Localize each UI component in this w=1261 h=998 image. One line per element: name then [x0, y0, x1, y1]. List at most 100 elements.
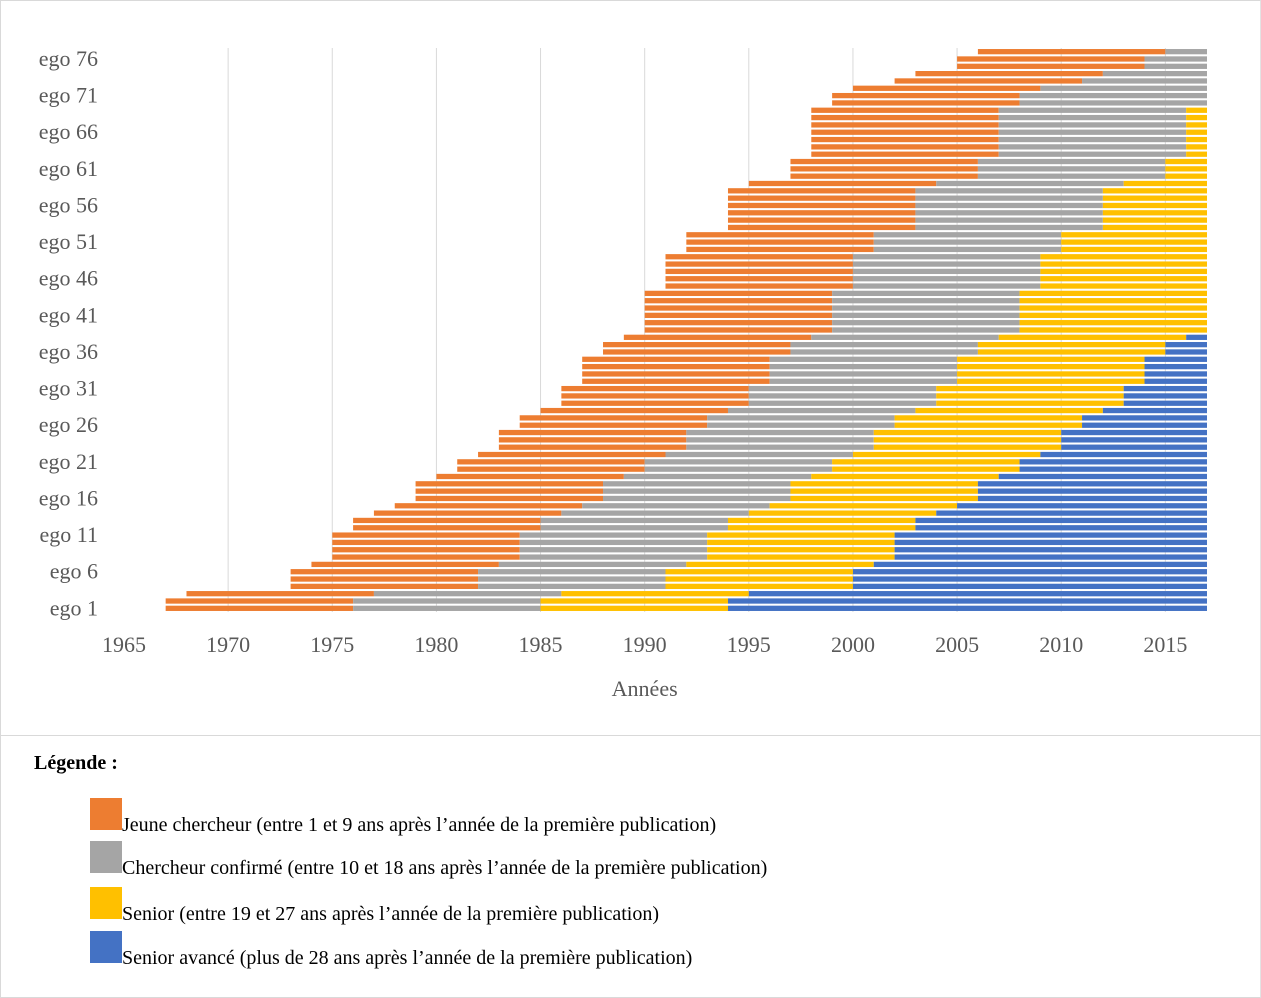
bar-segment-confirme [478, 569, 666, 575]
bar-segment-avance [998, 473, 1207, 480]
bar-segment-avance [748, 591, 1207, 597]
bar-segment-jeune [290, 569, 479, 575]
bar-segment-confirme [977, 173, 1166, 179]
bar-segment-confirme [915, 224, 1103, 231]
bar-segment-jeune [644, 320, 833, 326]
bar-segment-confirme [519, 547, 708, 553]
bar-segment-jeune [290, 576, 479, 582]
bar-segment-confirme [769, 363, 958, 370]
bar-segment-confirme [977, 158, 1166, 165]
bar-segment-jeune [727, 210, 916, 216]
bar-segment-avance [1165, 342, 1207, 348]
bar-segment-avance [1144, 371, 1207, 377]
bar-segment-senior [832, 459, 1020, 465]
bar-segment-jeune [832, 100, 1020, 106]
bar-segment-jeune [811, 114, 999, 121]
bar-segment-senior [894, 422, 1083, 428]
bar-segment-avance [1102, 407, 1207, 414]
bar-segment-jeune [165, 605, 354, 611]
bar-segment-confirme [852, 283, 1041, 289]
bar-segment-confirme [915, 217, 1103, 223]
bar-segment-senior [873, 444, 1062, 450]
bar-segment-senior [936, 393, 1124, 399]
bar-segment-avance [915, 525, 1207, 531]
bar-segment-jeune [332, 539, 520, 546]
bar-segment-senior [1102, 202, 1207, 209]
bar-segment-avance [1144, 378, 1207, 384]
bar-segment-jeune [852, 85, 1041, 91]
legend-label: Chercheur confirmé (entre 10 et 18 ans a… [122, 857, 768, 879]
bar-segment-avance [894, 554, 1207, 560]
bar-segment-senior [957, 356, 1145, 362]
bar-segment-senior [1186, 122, 1207, 128]
legend-item: Senior avancé (plus de 28 ans après l’an… [90, 931, 1190, 971]
bar-segment-confirme [561, 510, 749, 516]
y-tick-label: ego 66 [39, 119, 98, 144]
bar-segment-confirme [686, 437, 874, 443]
bar-segment-jeune [415, 495, 604, 502]
bar-segment-senior [1061, 232, 1207, 238]
bar-segment-senior [727, 525, 916, 531]
bar-segment-confirme [769, 371, 958, 377]
bar-segment-confirme [832, 305, 1020, 311]
bar-segment-jeune [415, 481, 604, 487]
bar-segment-confirme [353, 598, 541, 604]
bar-segment-confirme [603, 481, 791, 487]
bar-segment-confirme [873, 239, 1062, 245]
y-tick-label: ego 46 [39, 266, 98, 291]
bar-segment-confirme [644, 466, 833, 472]
bar-segment-jeune [582, 378, 770, 384]
bar-segment-senior [1019, 312, 1207, 318]
bar-segment-jeune [186, 591, 374, 597]
x-tick-label: 1970 [206, 632, 250, 657]
bar-segment-senior [894, 415, 1083, 421]
legend-swatch [90, 798, 122, 830]
bar-segment-senior [665, 576, 853, 582]
bar-segment-confirme [998, 144, 1187, 150]
bar-segment-confirme [1102, 70, 1207, 77]
x-tick-label: 1975 [310, 632, 354, 657]
bar-segment-confirme [998, 114, 1187, 121]
bar-segment-senior [707, 554, 895, 560]
x-tick-label: 1965 [102, 632, 146, 657]
x-tick-label: 2010 [1039, 632, 1083, 657]
bar-segment-jeune [165, 598, 354, 604]
bar-segment-confirme [852, 268, 1041, 275]
bar-segment-senior [1186, 129, 1207, 135]
bar-segment-jeune [561, 400, 749, 406]
bar-segment-senior [790, 481, 978, 487]
bar-segment-jeune [665, 283, 853, 289]
bar-segment-senior [957, 378, 1145, 384]
bar-segment-jeune [644, 312, 833, 318]
bar-segment-confirme [686, 444, 874, 450]
bar-segment-jeune [603, 349, 791, 355]
bar-segment-confirme [519, 532, 708, 538]
bar-segment-confirme [915, 210, 1103, 216]
bar-segment-confirme [519, 539, 708, 546]
bar-segment-confirme [1019, 92, 1207, 99]
bar-segment-senior [1165, 173, 1207, 179]
bar-segment-senior [977, 349, 1166, 355]
bar-segment-confirme [769, 356, 958, 362]
bar-segment-jeune [498, 429, 687, 436]
bar-segment-confirme [373, 591, 562, 597]
bar-segment-avance [936, 510, 1207, 516]
bar-segment-confirme [852, 254, 1041, 260]
bar-segment-avance [1061, 444, 1207, 450]
bar-segment-jeune [582, 371, 770, 377]
x-tick-label: 1980 [414, 632, 458, 657]
y-tick-label: ego 16 [39, 485, 98, 510]
bar-segment-avance [852, 583, 1207, 590]
bar-segment-jeune [727, 202, 916, 209]
x-tick-label: 1995 [727, 632, 771, 657]
bar-segment-senior [1102, 224, 1207, 231]
bar-segment-confirme [665, 451, 853, 458]
y-tick-label: ego 76 [39, 46, 98, 71]
bar-segment-avance [977, 488, 1207, 494]
bar-segment-jeune [790, 166, 978, 172]
bar-segment-jeune [665, 254, 853, 260]
bar-segment-senior [832, 466, 1020, 472]
bar-segment-jeune [540, 407, 728, 414]
bar-segment-avance [894, 532, 1207, 538]
legend-title: Légende : [34, 752, 118, 774]
